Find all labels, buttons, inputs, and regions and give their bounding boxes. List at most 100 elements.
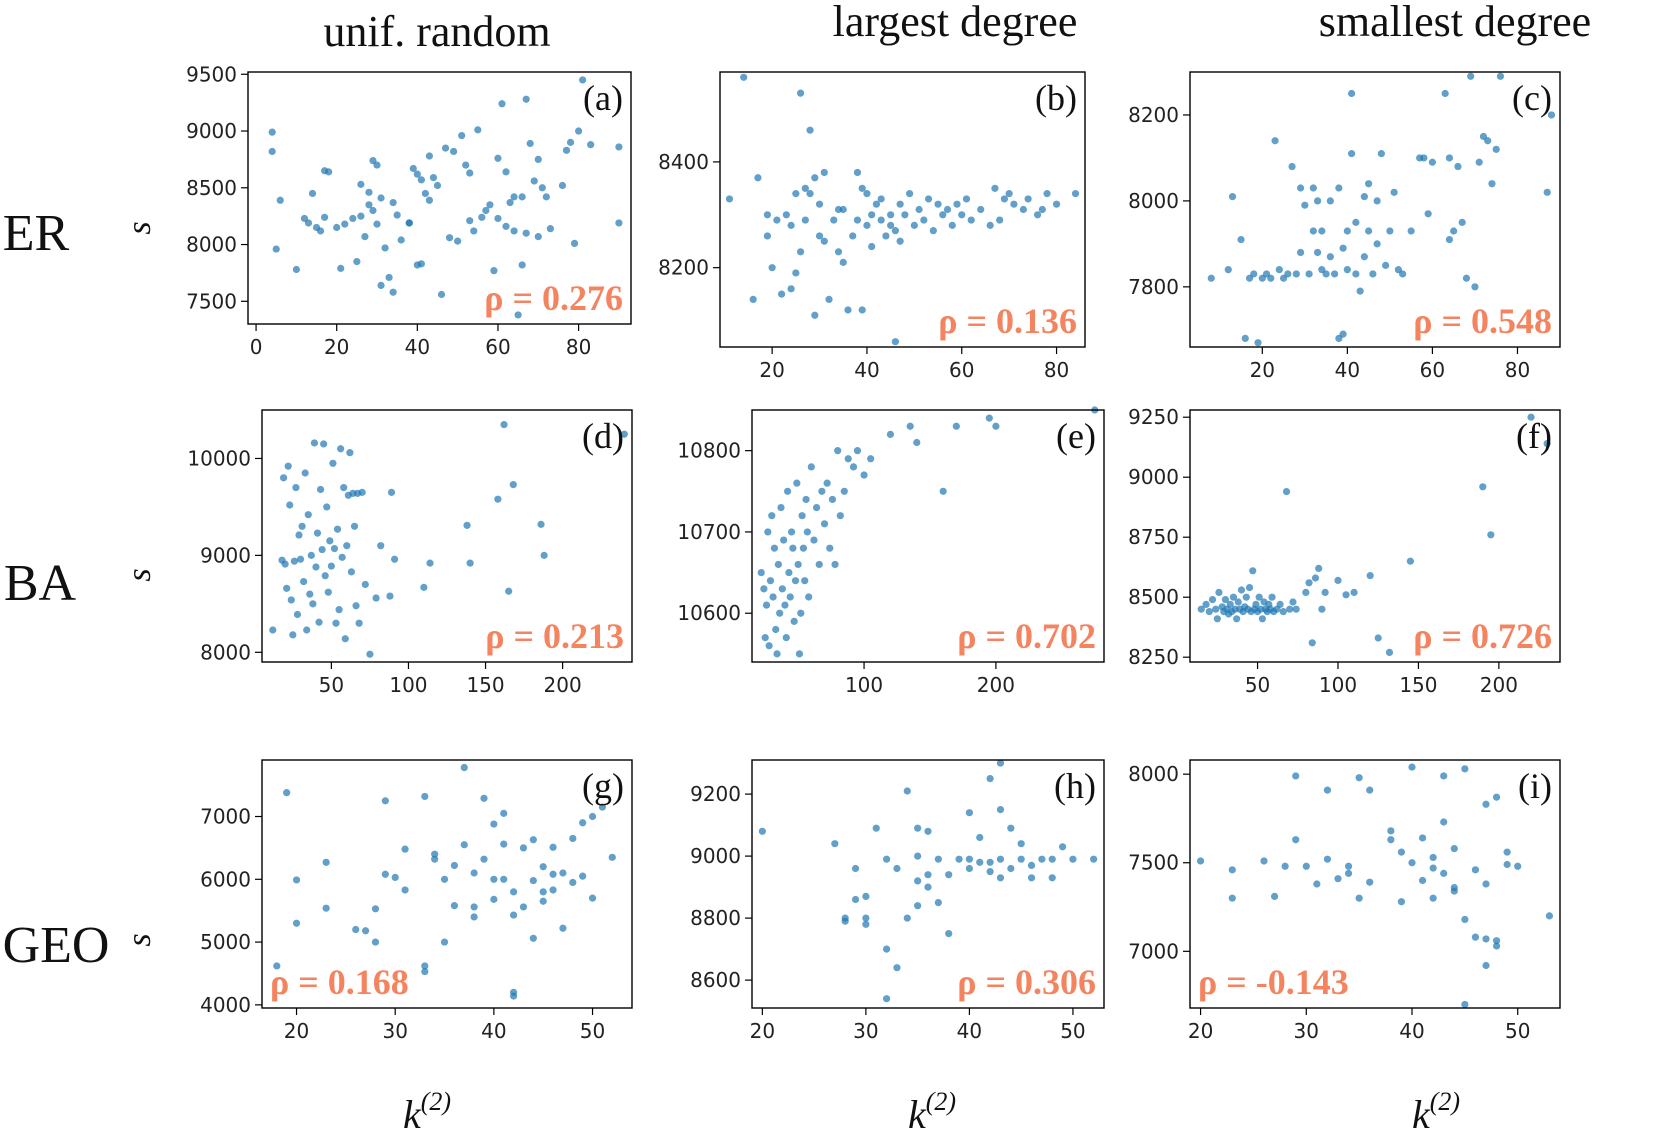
data-point: [787, 528, 796, 536]
data-point: [787, 285, 795, 293]
data-point: [1208, 596, 1217, 604]
data-point: [1270, 892, 1279, 901]
x-tick-label: 100: [845, 673, 883, 697]
data-point: [1360, 193, 1368, 201]
data-point: [466, 217, 474, 225]
rho-annotation: ρ = 0.136: [938, 301, 1077, 341]
data-point: [327, 562, 335, 570]
data-point: [308, 189, 317, 198]
data-point: [309, 600, 317, 608]
data-point: [450, 902, 458, 910]
data-point: [801, 577, 809, 585]
data-point: [287, 596, 295, 604]
data-point: [1369, 270, 1377, 278]
data-point: [802, 495, 810, 504]
data-point: [1027, 874, 1036, 882]
data-point: [335, 606, 343, 614]
x-tick-label: 150: [466, 673, 504, 697]
data-point: [1374, 634, 1382, 642]
data-point: [1352, 270, 1360, 278]
data-point: [1288, 162, 1296, 171]
data-point: [318, 545, 326, 554]
rho-annotation: ρ = 0.213: [485, 616, 624, 656]
y-tick-label: 8200: [658, 256, 709, 280]
data-point: [831, 560, 839, 569]
data-point: [781, 601, 789, 609]
data-point: [1301, 201, 1309, 209]
plot-frame: [751, 759, 1105, 1009]
data-point: [806, 190, 814, 198]
panel-label: (c): [1512, 78, 1552, 118]
data-point: [539, 888, 547, 896]
y-axis-label-row1: s: [121, 221, 158, 234]
data-point: [519, 844, 528, 852]
data-point: [1309, 184, 1317, 192]
data-point: [1308, 639, 1316, 647]
data-point: [290, 557, 298, 565]
data-point: [939, 487, 947, 495]
data-point: [546, 225, 554, 233]
data-point: [985, 414, 993, 422]
data-point: [272, 245, 280, 253]
x-tick-label: 80: [1044, 358, 1069, 382]
data-point: [882, 945, 891, 953]
data-point: [896, 237, 904, 245]
data-point: [1408, 763, 1416, 771]
data-point: [1366, 786, 1374, 794]
data-point: [763, 232, 772, 240]
data-point: [773, 216, 781, 224]
data-point: [1318, 227, 1326, 235]
data-point: [945, 930, 953, 938]
data-point: [1543, 188, 1551, 196]
data-point: [500, 809, 508, 817]
data-point: [952, 422, 960, 430]
data-point: [1027, 861, 1036, 870]
data-point: [1377, 150, 1385, 158]
data-point: [1228, 866, 1236, 874]
data-point: [480, 855, 488, 863]
data-point: [509, 911, 518, 919]
x-axis-label-superscript: (2): [1430, 1087, 1460, 1116]
data-point: [353, 257, 361, 266]
y-tick-label: 8750: [1128, 525, 1179, 549]
data-point: [295, 531, 303, 539]
data-point: [337, 264, 345, 272]
data-point: [1342, 591, 1350, 599]
data-point: [1547, 111, 1556, 119]
data-point: [500, 840, 508, 848]
x-tick-label: 100: [389, 673, 427, 697]
data-point: [381, 870, 389, 878]
data-point: [792, 269, 800, 277]
data-point: [579, 76, 587, 84]
data-point: [1048, 855, 1056, 863]
data-point: [893, 964, 901, 972]
x-axis-label-superscript: (2): [926, 1087, 956, 1116]
data-point: [1366, 572, 1374, 580]
data-point: [1330, 270, 1339, 278]
data-point: [268, 147, 276, 156]
x-tick-label: 20: [1250, 358, 1275, 382]
data-point: [1279, 608, 1287, 616]
data-point: [460, 841, 468, 849]
data-point: [569, 878, 577, 887]
data-point: [760, 585, 768, 593]
y-tick-label: 8200: [1128, 103, 1179, 127]
data-point: [862, 920, 870, 928]
data-point: [1471, 933, 1480, 941]
data-point: [939, 211, 947, 219]
data-point: [437, 290, 446, 299]
data-point: [796, 248, 805, 256]
data-point: [858, 306, 866, 314]
y-tick-label: 5000: [200, 930, 251, 954]
data-point: [1296, 248, 1305, 257]
data-point: [381, 797, 389, 805]
data-point: [293, 610, 302, 619]
x-tick-label: 50: [1245, 673, 1270, 697]
data-point: [882, 232, 890, 240]
y-tick-label: 7000: [200, 805, 251, 829]
data-point: [1488, 180, 1496, 188]
data-point: [529, 934, 537, 942]
data-point: [1366, 878, 1374, 886]
data-point: [529, 836, 537, 844]
data-point: [1205, 608, 1213, 616]
